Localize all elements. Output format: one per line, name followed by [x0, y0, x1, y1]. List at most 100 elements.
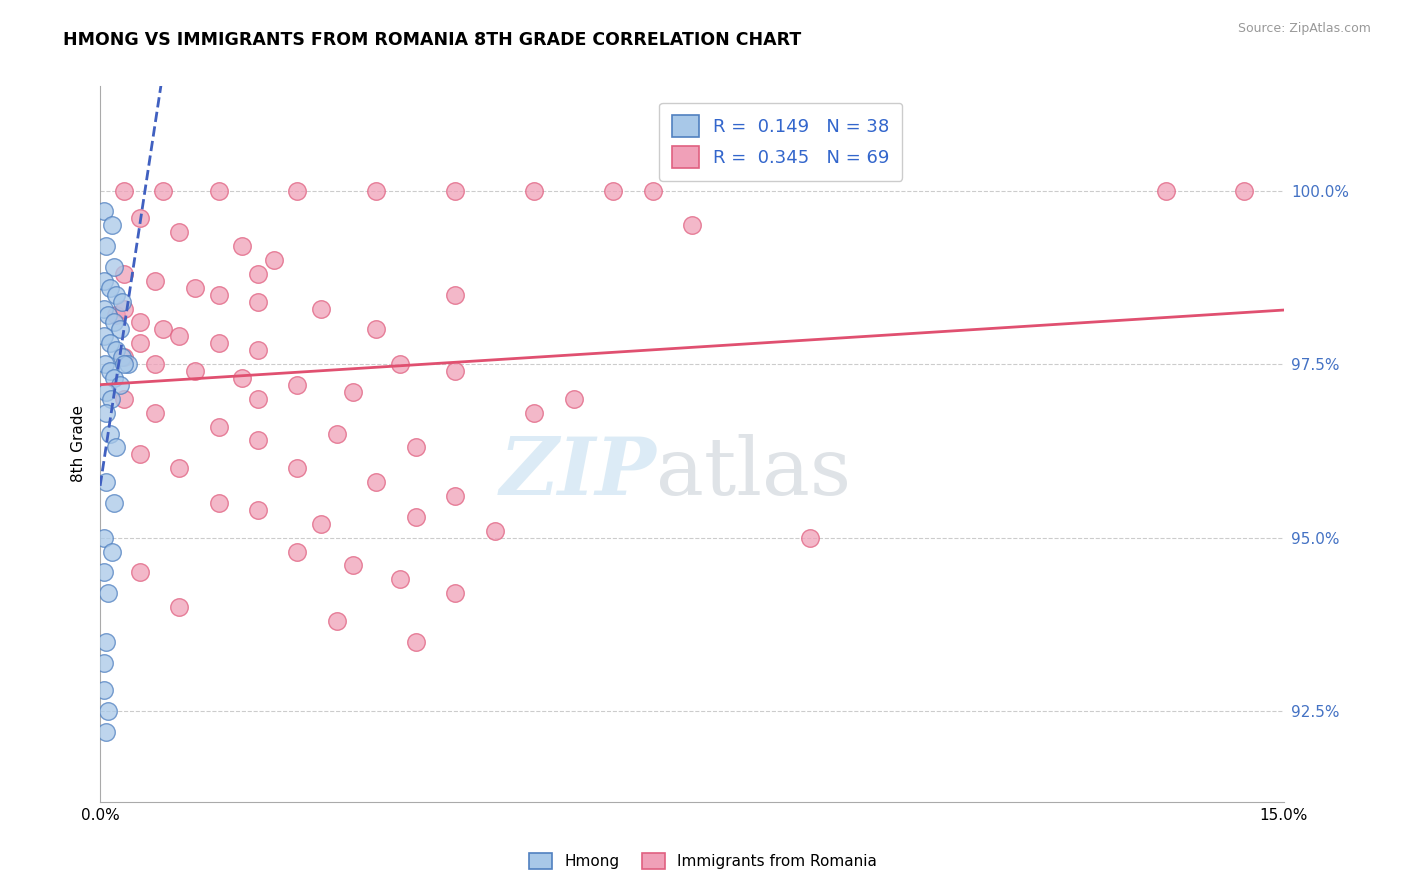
Point: [145, 406, 167, 420]
Point: [405, 441, 427, 455]
Point: [145, 274, 167, 288]
Point: [96, 406, 118, 420]
Point: [101, 544, 124, 558]
Text: ZIP: ZIP: [499, 434, 657, 511]
Point: [602, 184, 624, 198]
Point: [93, 329, 115, 343]
Point: [681, 218, 703, 232]
Y-axis label: 8th Grade: 8th Grade: [72, 406, 86, 483]
Point: [93, 301, 115, 316]
Point: [207, 496, 229, 510]
Point: [128, 336, 150, 351]
Point: [309, 301, 332, 316]
Text: atlas: atlas: [657, 434, 852, 511]
Point: [96, 475, 118, 490]
Point: [1154, 184, 1177, 198]
Point: [246, 294, 269, 309]
Point: [128, 315, 150, 329]
Point: [93, 274, 115, 288]
Point: [263, 252, 285, 267]
Point: [93, 656, 115, 670]
Point: [108, 378, 131, 392]
Point: [287, 378, 309, 392]
Point: [326, 614, 349, 628]
Point: [96, 725, 118, 739]
Point: [93, 204, 115, 219]
Point: [287, 461, 309, 475]
Point: [405, 509, 427, 524]
Point: [389, 357, 412, 371]
Point: [112, 184, 135, 198]
Point: [104, 287, 127, 301]
Point: [167, 600, 190, 615]
Legend: Hmong, Immigrants from Romania: Hmong, Immigrants from Romania: [523, 847, 883, 875]
Point: [342, 558, 364, 573]
Point: [366, 322, 388, 336]
Point: [103, 371, 125, 385]
Point: [246, 434, 269, 448]
Point: [103, 315, 125, 329]
Point: [128, 566, 150, 580]
Point: [207, 419, 229, 434]
Point: [246, 503, 269, 517]
Point: [389, 572, 412, 586]
Point: [98, 281, 121, 295]
Point: [104, 441, 127, 455]
Point: [641, 184, 664, 198]
Point: [98, 336, 121, 351]
Point: [231, 371, 253, 385]
Point: [246, 392, 269, 406]
Point: [111, 350, 134, 364]
Point: [207, 336, 229, 351]
Point: [366, 184, 388, 198]
Point: [93, 683, 115, 698]
Point: [523, 406, 546, 420]
Point: [111, 294, 134, 309]
Point: [444, 287, 467, 301]
Point: [405, 635, 427, 649]
Point: [184, 364, 207, 378]
Point: [207, 287, 229, 301]
Point: [444, 489, 467, 503]
Point: [112, 350, 135, 364]
Point: [93, 566, 115, 580]
Point: [246, 267, 269, 281]
Point: [523, 184, 546, 198]
Point: [484, 524, 506, 538]
Point: [103, 260, 125, 274]
Point: [112, 392, 135, 406]
Point: [98, 426, 121, 441]
Point: [246, 343, 269, 358]
Point: [309, 516, 332, 531]
Point: [444, 184, 467, 198]
Point: [167, 329, 190, 343]
Point: [444, 364, 467, 378]
Point: [112, 267, 135, 281]
Point: [184, 281, 207, 295]
Point: [117, 357, 139, 371]
Point: [93, 531, 115, 545]
Point: [97, 704, 120, 718]
Point: [96, 635, 118, 649]
Point: [145, 357, 167, 371]
Point: [152, 184, 174, 198]
Point: [287, 544, 309, 558]
Point: [108, 322, 131, 336]
Point: [112, 357, 135, 371]
Point: [231, 239, 253, 253]
Point: [94, 357, 117, 371]
Point: [97, 309, 120, 323]
Point: [366, 475, 388, 490]
Point: [112, 301, 135, 316]
Point: [167, 461, 190, 475]
Point: [101, 218, 124, 232]
Point: [97, 586, 120, 600]
Point: [128, 447, 150, 461]
Point: [98, 364, 121, 378]
Point: [167, 225, 190, 239]
Point: [103, 496, 125, 510]
Point: [96, 239, 118, 253]
Point: [562, 392, 585, 406]
Text: HMONG VS IMMIGRANTS FROM ROMANIA 8TH GRADE CORRELATION CHART: HMONG VS IMMIGRANTS FROM ROMANIA 8TH GRA…: [63, 31, 801, 49]
Point: [128, 211, 150, 226]
